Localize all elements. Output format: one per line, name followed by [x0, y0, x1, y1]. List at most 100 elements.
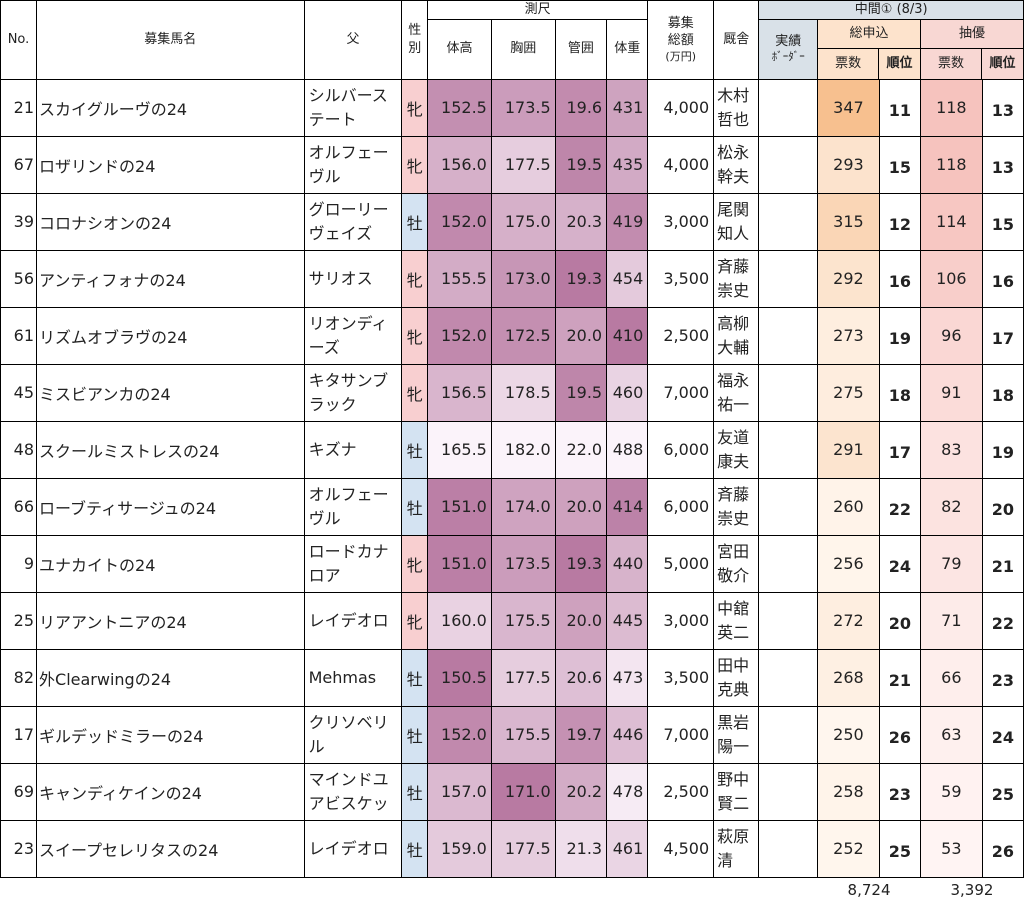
sire-name: レイデオロ: [303, 591, 403, 650]
votes-value: 292: [817, 249, 880, 308]
table-row: 39 コロナシオンの24 グローリーヴェイズ牡 152.0 175.0 20.3 419 3,…: [0, 192, 1024, 251]
sex-badge: 牝: [401, 306, 429, 365]
horse-name: スカイグルーヴの24: [36, 78, 305, 137]
table-row: 56 アンティフォナの24 サリオス牝 155.5 173.0 19.3 454 3,500 斉…: [0, 249, 1024, 308]
stable-name: 田中克典: [713, 648, 760, 707]
cannon-value: 19.6: [554, 78, 608, 137]
lottery-rank-value: 25: [981, 762, 1024, 821]
price-value: 3,000: [647, 192, 715, 251]
horse-name: ギルデッドミラーの24: [36, 705, 305, 764]
weight-value: 460: [606, 363, 649, 422]
height-value: 157.0: [427, 762, 492, 821]
rank-value: 25: [878, 819, 921, 878]
votes-value: 347: [817, 78, 880, 137]
stable-name: 尾関知人: [713, 192, 760, 251]
weight-value: 431: [606, 78, 649, 137]
lottery-rank-value: 21: [981, 534, 1024, 593]
stable-name: 黒岩陽一: [713, 705, 760, 764]
stable-name: 木村哲也: [713, 78, 760, 137]
rank-value: 16: [878, 249, 921, 308]
record-border: [758, 192, 819, 251]
header-total-apps-label: 総申込: [818, 20, 920, 49]
girth-value: 171.0: [490, 762, 556, 821]
num-cell: 23: [0, 819, 38, 878]
price-value: 2,500: [647, 306, 715, 365]
num-cell: 45: [0, 363, 38, 422]
horse-name: ロザリンドの24: [36, 135, 305, 194]
table-row: 45 ミスビアンカの24 キタサンブラック牝 156.5 178.5 19.5 460 7,0…: [0, 363, 1024, 422]
sire-name: キズナ: [303, 420, 403, 479]
cannon-value: 20.0: [554, 306, 608, 365]
weight-value: 478: [606, 762, 649, 821]
header-total-votes: 票数: [819, 48, 880, 79]
height-value: 151.0: [427, 534, 492, 593]
sex-badge: 牝: [401, 591, 429, 650]
num-cell: 25: [0, 591, 38, 650]
header-weight: 体重: [606, 18, 649, 80]
price-value: 3,500: [647, 249, 715, 308]
rank-value: 26: [878, 705, 921, 764]
votes-value: 250: [817, 705, 880, 764]
table-row: 9 ユナカイトの24 ロードカナロア牝 151.0 173.5 19.3 440 5,000 宮…: [0, 534, 1024, 593]
lottery-votes-value: 91: [919, 363, 983, 422]
record-border: [758, 762, 819, 821]
height-value: 165.5: [427, 420, 492, 479]
sex-badge: 牡: [401, 192, 429, 251]
header-interim: 中間① (8/3): [758, 0, 1024, 20]
table-row: 82 外Clearwingの24 Mehmas 牡 150.5 177.5 20.6 473 3…: [0, 648, 1024, 707]
girth-value: 174.0: [490, 477, 556, 536]
rank-value: 18: [878, 363, 921, 422]
header-price: 募集 総額 (万円): [647, 0, 715, 80]
lottery-votes-value: 106: [919, 249, 983, 308]
girth-value: 177.5: [490, 648, 556, 707]
votes-value: 275: [817, 363, 880, 422]
record-border: [758, 477, 819, 536]
record-border: [758, 249, 819, 308]
girth-value: 178.5: [490, 363, 556, 422]
header-record: 実績 ﾎﾞｰﾀﾞｰ: [758, 18, 819, 80]
sex-badge: 牝: [401, 534, 429, 593]
stable-name: 野中賢二: [713, 762, 760, 821]
header-no: No.: [0, 0, 38, 80]
record-border: [758, 363, 819, 422]
cannon-value: 20.2: [554, 762, 608, 821]
num-cell: 82: [0, 648, 38, 707]
weight-value: 435: [606, 135, 649, 194]
lottery-votes-value: 118: [919, 135, 983, 194]
height-value: 155.5: [427, 249, 492, 308]
header-cannon: 管囲: [554, 18, 608, 80]
weight-value: 488: [606, 420, 649, 479]
lottery-rank-value: 18: [981, 363, 1024, 422]
weight-value: 440: [606, 534, 649, 593]
weight-value: 419: [606, 192, 649, 251]
horse-name: スイープセレリタスの24: [36, 819, 305, 878]
rank-value: 12: [878, 192, 921, 251]
cannon-value: 20.0: [554, 591, 608, 650]
price-value: 4,000: [647, 135, 715, 194]
lottery-votes-value: 66: [919, 648, 983, 707]
rank-value: 11: [878, 78, 921, 137]
header-sire: 父: [303, 0, 403, 80]
rank-value: 24: [878, 534, 921, 593]
lottery-votes-value: 63: [919, 705, 983, 764]
horse-name: アンティフォナの24: [36, 249, 305, 308]
sire-name: クリソベリル: [303, 705, 403, 764]
height-value: 152.0: [427, 192, 492, 251]
header-price-mid: 総額: [667, 33, 694, 49]
sex-badge: 牡: [401, 762, 429, 821]
num-cell: 48: [0, 420, 38, 479]
record-border: [758, 591, 819, 650]
header-price-top: 募集: [667, 15, 694, 31]
weight-value: 410: [606, 306, 649, 365]
table-row: 69 キャンディケインの24 マインドユアビスケッ牡 157.0 171.0 20.2 47…: [0, 762, 1024, 821]
height-value: 156.5: [427, 363, 492, 422]
table-row: 23 スイープセレリタスの24 レイデオロ牡 159.0 177.5 21.3 461 4,5…: [0, 819, 1024, 878]
cannon-value: 20.0: [554, 477, 608, 536]
votes-value: 258: [817, 762, 880, 821]
stable-name: 友道康夫: [713, 420, 760, 479]
num-cell: 67: [0, 135, 38, 194]
stable-name: 高柳大輔: [713, 306, 760, 365]
sex-badge: 牝: [401, 249, 429, 308]
num-cell: 9: [0, 534, 38, 593]
cannon-value: 20.3: [554, 192, 608, 251]
